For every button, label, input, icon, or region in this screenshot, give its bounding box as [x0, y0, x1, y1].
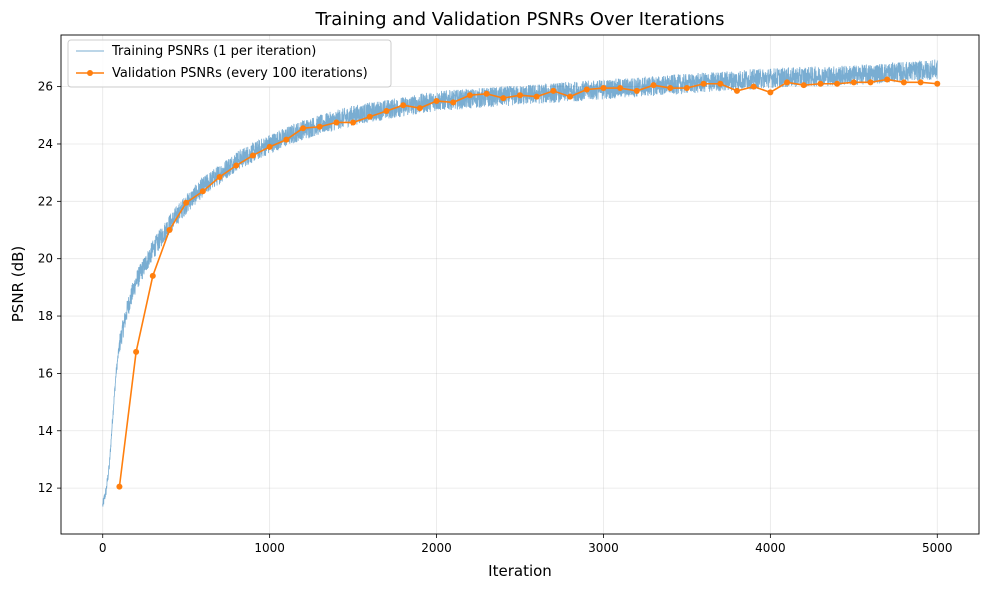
- validation-point: [316, 123, 323, 130]
- validation-point: [133, 348, 140, 355]
- validation-point: [183, 199, 190, 206]
- validation-point: [450, 99, 457, 106]
- validation-point: [583, 86, 590, 93]
- validation-point: [633, 87, 640, 94]
- validation-point: [817, 80, 824, 87]
- y-tick-label: 22: [38, 194, 53, 208]
- validation-point: [216, 173, 223, 180]
- x-tick-label: 1000: [254, 541, 285, 555]
- validation-point: [834, 80, 841, 87]
- validation-point: [400, 102, 407, 109]
- validation-point: [683, 85, 690, 92]
- validation-point: [500, 95, 507, 102]
- validation-point: [116, 483, 123, 490]
- x-tick-label: 0: [99, 541, 107, 555]
- validation-point: [733, 87, 740, 94]
- validation-point: [350, 119, 357, 126]
- plot-area: [102, 59, 941, 507]
- validation-point: [550, 87, 557, 94]
- validation-point: [884, 76, 891, 83]
- validation-point: [750, 83, 757, 90]
- y-tick-label: 18: [38, 309, 53, 323]
- legend-validation-label: Validation PSNRs (every 100 iterations): [112, 66, 368, 81]
- validation-point: [867, 79, 874, 86]
- x-tick-label: 3000: [588, 541, 619, 555]
- validation-point: [600, 85, 607, 92]
- x-tick-label: 4000: [755, 541, 786, 555]
- validation-point: [466, 92, 473, 99]
- validation-point: [917, 79, 924, 86]
- validation-point: [166, 227, 173, 234]
- validation-point: [533, 93, 540, 100]
- validation-point: [784, 79, 791, 86]
- y-tick-label: 14: [38, 424, 53, 438]
- validation-point: [266, 143, 273, 150]
- validation-point: [233, 162, 240, 169]
- validation-point: [717, 80, 724, 87]
- validation-point: [900, 79, 907, 86]
- legend-training-label: Training PSNRs (1 per iteration): [111, 44, 316, 59]
- validation-point: [617, 85, 624, 92]
- validation-point: [850, 79, 857, 86]
- y-tick-label: 26: [38, 80, 53, 94]
- chart-title: Training and Validation PSNRs Over Itera…: [314, 9, 724, 30]
- validation-point: [700, 80, 707, 87]
- x-tick-label: 5000: [922, 541, 953, 555]
- legend: Training PSNRs (1 per iteration) Validat…: [67, 39, 392, 88]
- y-tick-label: 20: [38, 252, 53, 266]
- validation-point: [333, 119, 340, 126]
- validation-point: [433, 97, 440, 104]
- legend-validation-marker: [87, 70, 93, 76]
- validation-point: [800, 82, 807, 89]
- x-tick-label: 2000: [421, 541, 452, 555]
- plot-frame: [60, 34, 980, 535]
- y-tick-label: 24: [38, 137, 53, 151]
- validation-point: [767, 89, 774, 96]
- legend-box: [67, 39, 392, 88]
- validation-point: [517, 92, 523, 99]
- validation-point: [199, 188, 206, 195]
- validation-point: [483, 90, 490, 97]
- axis-ticks: 0 1000 2000 3000 4000 5000 12 14 16 18 20 22 24 26: [38, 80, 953, 555]
- validation-point: [366, 113, 373, 120]
- y-tick-label: 12: [38, 481, 53, 495]
- validation-point: [567, 93, 574, 100]
- y-tick-label: 16: [38, 366, 53, 380]
- validation-point: [667, 85, 674, 92]
- validation-point: [300, 125, 307, 132]
- validation-point: [283, 136, 290, 143]
- y-axis-label: PSNR (dB): [9, 246, 27, 323]
- training-series-line: [102, 59, 938, 507]
- validation-point: [383, 107, 390, 114]
- validation-point: [934, 80, 941, 87]
- validation-point: [650, 82, 657, 89]
- validation-point: [249, 152, 256, 159]
- validation-point: [416, 105, 423, 112]
- x-axis-label: Iteration: [488, 562, 552, 580]
- validation-point: [149, 272, 156, 279]
